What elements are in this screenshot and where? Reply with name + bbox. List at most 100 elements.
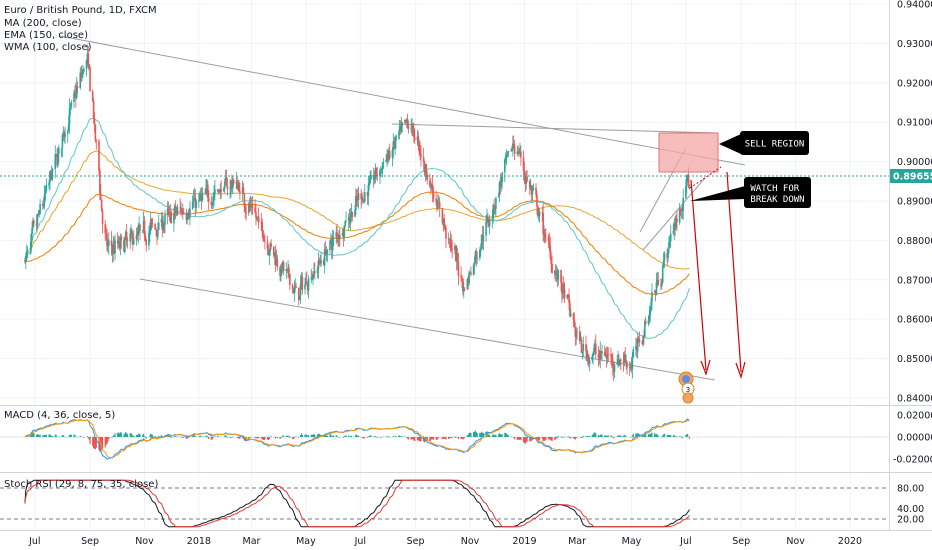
sell-region-box[interactable] bbox=[658, 132, 719, 173]
time-tick-label: May bbox=[296, 536, 316, 547]
candle-body bbox=[311, 277, 313, 280]
candle-body bbox=[132, 238, 134, 245]
sell-region-callout[interactable]: SELL REGION bbox=[719, 131, 809, 155]
candle-body bbox=[588, 359, 591, 364]
indicator-wma100[interactable]: WMA (100, close) bbox=[4, 42, 92, 53]
candle-body bbox=[336, 232, 338, 236]
candle-body bbox=[610, 354, 612, 356]
candle-body bbox=[79, 72, 82, 88]
candle-body bbox=[182, 211, 184, 214]
candle-body bbox=[124, 238, 126, 252]
candle-body bbox=[162, 223, 164, 230]
candle-body bbox=[430, 184, 433, 188]
candle-body bbox=[273, 246, 275, 256]
candle-body bbox=[143, 220, 146, 236]
event-badges[interactable]: 3 bbox=[678, 371, 695, 404]
candle-body bbox=[449, 238, 452, 243]
candle-body bbox=[142, 220, 145, 231]
candle-body bbox=[563, 289, 566, 299]
candle-body bbox=[166, 208, 169, 215]
candle-body bbox=[585, 344, 587, 352]
candle-body bbox=[517, 151, 519, 153]
macd-axis[interactable]: 0.02000 0.00000 -0.02000 bbox=[893, 411, 932, 466]
candle-body bbox=[306, 281, 308, 284]
indicator-ema150[interactable]: EMA (150, close) bbox=[4, 30, 88, 41]
candle-body bbox=[217, 189, 220, 193]
candle-body bbox=[73, 93, 75, 103]
candle-body bbox=[448, 238, 451, 240]
candle-body bbox=[631, 357, 634, 370]
candle-body bbox=[594, 343, 597, 355]
event-count-badge: 3 bbox=[686, 386, 690, 394]
breakdown-arrows bbox=[689, 166, 746, 380]
candle-body bbox=[532, 187, 535, 190]
candle-body bbox=[493, 205, 495, 210]
candle-body bbox=[225, 177, 228, 186]
watch-breakdown-label: WATCH FOR BREAK DOWN bbox=[750, 184, 804, 205]
candle-body bbox=[87, 53, 90, 65]
candle-body bbox=[348, 217, 351, 224]
candle-body bbox=[380, 170, 382, 171]
candle-body bbox=[347, 217, 350, 221]
candle-body bbox=[50, 171, 53, 180]
candle-body bbox=[231, 181, 233, 189]
time-tick-label: Sep bbox=[81, 536, 99, 547]
candle-body bbox=[195, 201, 198, 208]
candle-body bbox=[538, 212, 541, 216]
time-axis[interactable]: Jul Sep Nov 2018 Mar May Jul Sep Nov 2019 Mar May Ju… bbox=[28, 536, 862, 547]
indicator-ma200[interactable]: MA (200, close) bbox=[4, 18, 82, 29]
candle-body bbox=[578, 332, 581, 341]
candle-body bbox=[160, 218, 163, 223]
candle-body bbox=[507, 151, 510, 153]
candle-body bbox=[212, 197, 214, 204]
candle-body bbox=[226, 185, 229, 190]
candle-body bbox=[345, 220, 347, 222]
candle-body bbox=[524, 176, 527, 184]
candle-body bbox=[444, 226, 446, 228]
candle-body bbox=[38, 213, 41, 215]
candle-body bbox=[523, 170, 526, 177]
sell-region-label: SELL REGION bbox=[745, 140, 805, 150]
resistance-line bbox=[391, 123, 719, 134]
candle-body bbox=[660, 282, 663, 287]
candle-body bbox=[51, 169, 54, 172]
candle-body bbox=[123, 240, 125, 252]
candle-body bbox=[512, 143, 515, 147]
candle-body bbox=[210, 201, 213, 206]
candle-body bbox=[241, 187, 244, 193]
candle-body bbox=[74, 92, 77, 98]
candle-body bbox=[300, 277, 303, 284]
candle-body bbox=[404, 119, 406, 123]
candle-body bbox=[313, 271, 315, 275]
candle-body bbox=[668, 242, 670, 250]
candle-body bbox=[574, 326, 577, 337]
candle-body bbox=[623, 354, 626, 363]
candle-body bbox=[462, 278, 464, 292]
candle-body bbox=[229, 188, 231, 190]
candle-body bbox=[412, 124, 414, 129]
macd-title[interactable]: MACD (4, 36, close, 5) bbox=[4, 410, 115, 421]
candle-body bbox=[530, 186, 533, 195]
candle-body bbox=[393, 141, 396, 148]
candle-body bbox=[30, 234, 32, 249]
candle-body bbox=[469, 272, 471, 273]
stoch-rsi-title[interactable]: Stoch RSI (29, 8, 75, 35, close) bbox=[4, 479, 158, 490]
candle-body bbox=[548, 241, 551, 247]
candle-body bbox=[32, 220, 34, 228]
candle-body bbox=[151, 223, 154, 224]
candle-body bbox=[167, 208, 170, 214]
price-candles bbox=[24, 44, 691, 381]
candle-body bbox=[66, 130, 69, 134]
candle-body bbox=[653, 290, 656, 292]
candle-body bbox=[44, 190, 47, 194]
watch-breakdown-callout[interactable]: WATCH FOR BREAK DOWN bbox=[690, 177, 811, 208]
candle-body bbox=[535, 187, 537, 195]
candle-body bbox=[224, 177, 227, 182]
candle-body bbox=[556, 274, 559, 280]
time-tick-label: Mar bbox=[243, 536, 261, 547]
